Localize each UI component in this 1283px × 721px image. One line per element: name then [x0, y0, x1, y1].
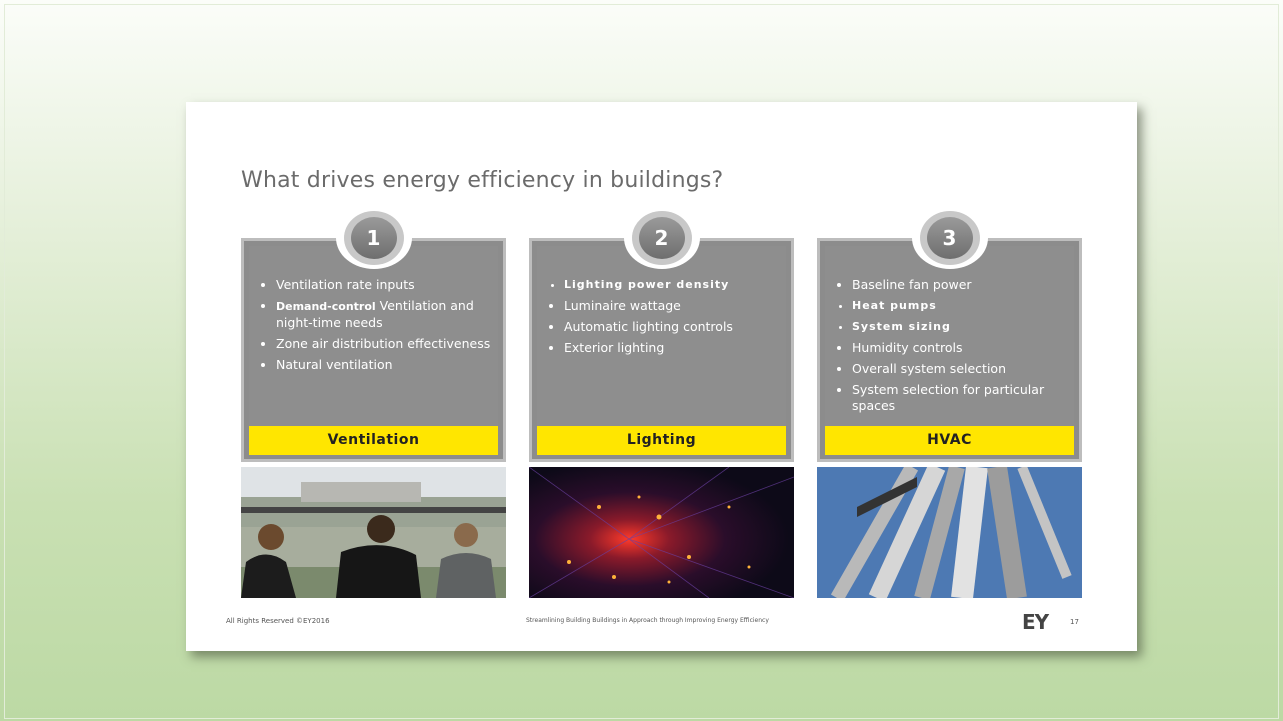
number-badge: 1 [336, 207, 412, 269]
bullet-text: System selection for particular spaces [852, 382, 1044, 413]
body: What drives energy efficiency in buildin… [0, 0, 1283, 721]
bullet-list: Lighting power density Luminaire wattage A… [548, 277, 781, 361]
panel: 2Lighting power densityLuminaire wattage… [529, 238, 794, 462]
bullet-item: Natural ventilation [276, 357, 493, 373]
photo-people [241, 467, 506, 598]
number-badge: 2 [624, 207, 700, 269]
bullet-item: Baseline fan power [852, 277, 1069, 293]
bullet-item: Overall system selection [852, 361, 1069, 377]
slide-title: What drives energy efficiency in buildin… [241, 168, 723, 193]
bullet-text: Zone air distribution effectiveness [276, 336, 490, 351]
panel-label: Ventilation [249, 426, 498, 455]
bullet-text: Exterior lighting [564, 340, 664, 355]
bullet-list: Ventilation rate inputs Demand-control Ve… [260, 277, 493, 378]
bullet-text: Humidity controls [852, 340, 963, 355]
bullet-text: Baseline fan power [852, 277, 972, 292]
number-badge: 3 [912, 207, 988, 269]
footer-center: Streamlining Building Buildings in Appro… [526, 617, 769, 624]
logo: EY [1022, 610, 1048, 634]
page: Slide {"slide": { "title": "What drives … [0, 0, 1283, 721]
bullet-item: Zone air distribution effectiveness [276, 336, 493, 352]
bullet-item: Heat pumps [852, 298, 1069, 314]
bullet-item: System sizing [852, 319, 1069, 335]
number-ring: 2 [632, 211, 692, 265]
photo-pipes [817, 467, 1082, 598]
bullet-item: Lighting power density [564, 277, 781, 293]
number: 2 [639, 217, 685, 259]
bullet-item: Exterior lighting [564, 340, 781, 356]
bullet-text: Luminaire wattage [564, 298, 681, 313]
bullet-text: Lighting power density [564, 278, 729, 291]
bullet-text: Heat pumps [852, 299, 937, 312]
number-ring: 1 [344, 211, 404, 265]
photo-fiber [529, 467, 794, 598]
number: 3 [927, 217, 973, 259]
number: 1 [351, 217, 397, 259]
bullet-item: Luminaire wattage [564, 298, 781, 314]
footer-left: All Rights Reserved ©EY2016 [226, 617, 330, 625]
bullet-list: Baseline fan power Heat pumps System sizin… [836, 277, 1069, 419]
bullet-lead: Demand-control [276, 300, 376, 313]
bullet-text: Overall system selection [852, 361, 1006, 376]
bullet-text: System sizing [852, 320, 951, 333]
number-ring: 3 [920, 211, 980, 265]
bullet-text: Ventilation rate inputs [276, 277, 415, 292]
bullet-item: System selection for particular spaces [852, 382, 1069, 414]
bullet-item: Ventilation rate inputs [276, 277, 493, 293]
page-number: 17 [1070, 618, 1079, 626]
panel: 3Baseline fan powerHeat pumpsSystem sizi… [817, 238, 1082, 462]
bullet-item: Automatic lighting controls [564, 319, 781, 335]
bullet-item: Demand-control Ventilation and night-tim… [276, 298, 493, 331]
panel-label: HVAC [825, 426, 1074, 455]
panel: 1Ventilation rate inputsDemand-control V… [241, 238, 506, 462]
bullet-item: Humidity controls [852, 340, 1069, 356]
slide: What drives energy efficiency in buildin… [186, 102, 1137, 651]
bullet-text: Automatic lighting controls [564, 319, 733, 334]
panel-label: Lighting [537, 426, 786, 455]
bullet-text: Natural ventilation [276, 357, 393, 372]
